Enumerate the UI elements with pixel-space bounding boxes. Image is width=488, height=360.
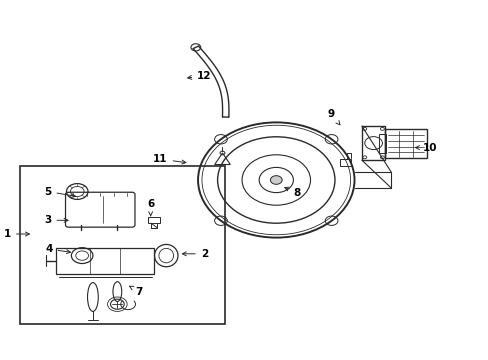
- Bar: [147, 217, 160, 223]
- Bar: [339, 159, 350, 166]
- Text: 10: 10: [415, 143, 437, 153]
- Bar: [361, 126, 385, 160]
- Bar: [56, 248, 154, 274]
- Text: 3: 3: [44, 215, 68, 225]
- Text: 11: 11: [153, 154, 185, 164]
- Text: 1: 1: [4, 229, 29, 239]
- Text: 2: 2: [182, 249, 207, 259]
- Text: 6: 6: [147, 199, 154, 216]
- Bar: [379, 134, 386, 153]
- Text: 5: 5: [44, 186, 75, 198]
- Circle shape: [270, 176, 282, 184]
- Text: 8: 8: [284, 187, 300, 198]
- Text: 9: 9: [327, 109, 339, 125]
- Text: 7: 7: [129, 286, 143, 297]
- Bar: [20, 166, 224, 324]
- Bar: [385, 129, 426, 158]
- Text: 12: 12: [187, 71, 211, 81]
- Text: 4: 4: [45, 244, 70, 254]
